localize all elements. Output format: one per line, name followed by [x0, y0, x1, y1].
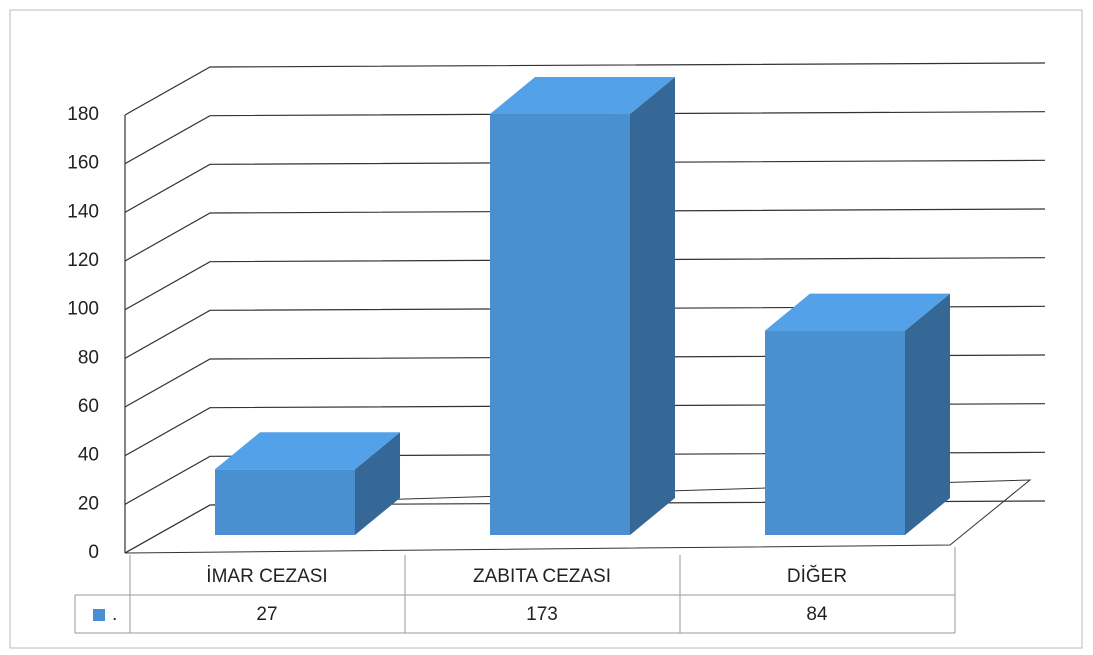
grid-line	[124, 305, 1046, 359]
bar-side	[630, 77, 675, 536]
y-tick-label: 140	[67, 201, 99, 222]
y-tick-label: 100	[67, 299, 99, 320]
x-tick-label: İMAR CEZASI	[206, 566, 327, 587]
grid-line	[124, 111, 1046, 165]
x-tick-label: ZABITA CEZASI	[473, 566, 611, 587]
y-tick-label: 80	[78, 347, 99, 368]
y-tick-label: 40	[78, 445, 99, 466]
y-tick-label: 60	[78, 396, 99, 417]
bar	[215, 469, 355, 535]
grid-line	[124, 257, 1046, 311]
y-tick-label: 0	[88, 542, 99, 563]
table-grid	[74, 547, 956, 634]
bar-top	[215, 432, 400, 470]
bar	[765, 330, 905, 535]
grid-line	[124, 208, 1046, 262]
bar-side	[355, 432, 400, 535]
legend-swatch	[93, 609, 105, 621]
table-value: 27	[256, 604, 277, 625]
y-tick-label: 180	[67, 104, 99, 125]
y-tick-label: 120	[67, 250, 99, 271]
grid-line	[124, 62, 1046, 116]
bar-top	[490, 77, 675, 115]
y-tick-label: 20	[78, 493, 99, 514]
grid-line	[124, 159, 1046, 213]
legend-label: .	[112, 604, 117, 625]
table-value: 173	[526, 604, 558, 625]
table-value: 84	[806, 604, 828, 625]
bar-top	[765, 293, 950, 331]
bar	[490, 114, 630, 536]
bar-side	[905, 293, 950, 535]
x-tick-label: DİĞER	[787, 565, 847, 587]
y-tick-label: 160	[67, 153, 99, 174]
